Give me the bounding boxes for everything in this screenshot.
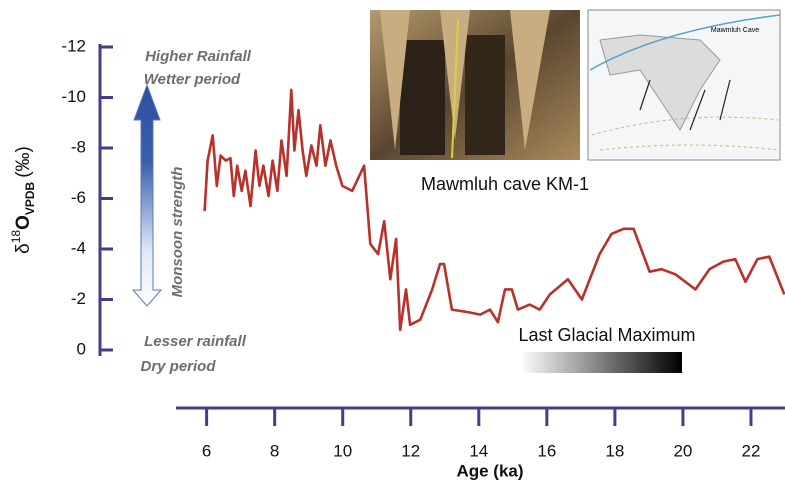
x-tick-label: 18 bbox=[605, 441, 624, 460]
lgm-bar bbox=[520, 352, 682, 373]
y-tick-label: -6 bbox=[71, 188, 86, 207]
map: Mawmluh Cave bbox=[588, 10, 780, 160]
y-label-part: VPDB bbox=[23, 181, 37, 215]
y-label-part: (‰) bbox=[13, 146, 34, 178]
x-axis-label: Age (ka) bbox=[456, 461, 523, 480]
y-label-part: δ bbox=[13, 243, 34, 254]
y-label-part: 18 bbox=[9, 230, 23, 244]
annotation: Higher Rainfall bbox=[145, 48, 252, 65]
x-tick-label: 12 bbox=[401, 441, 420, 460]
y-label-part: O bbox=[13, 215, 34, 230]
annotation: Wetter period bbox=[144, 71, 241, 88]
x-tick-label: 6 bbox=[202, 441, 211, 460]
chart: Mawmluh Cave Mawmluh cave KM-1 Higher Ra… bbox=[0, 0, 785, 488]
x-tick-label: 22 bbox=[742, 441, 761, 460]
x-tick-label: 16 bbox=[537, 441, 556, 460]
x-tick-label: 14 bbox=[469, 441, 488, 460]
y-tick-label: -10 bbox=[61, 87, 86, 106]
site-label: Mawmluh cave KM-1 bbox=[421, 174, 589, 194]
cave-photo bbox=[370, 10, 580, 160]
x-tick-label: 20 bbox=[673, 441, 692, 460]
y-tick-label: 0 bbox=[77, 339, 86, 358]
lgm-label: Last Glacial Maximum bbox=[518, 325, 695, 345]
y-tick-label: -4 bbox=[71, 238, 86, 257]
x-tick-label: 8 bbox=[270, 441, 279, 460]
y-axis-label: δ18OVPDB (‰) bbox=[9, 146, 37, 254]
x-tick-label: 10 bbox=[333, 441, 352, 460]
monsoon-arrow bbox=[133, 85, 161, 306]
y-tick-label: -12 bbox=[61, 36, 86, 55]
map-label: Mawmluh Cave bbox=[711, 27, 759, 34]
annotation: Monsoon strength bbox=[169, 167, 186, 298]
y-tick-label: -8 bbox=[71, 137, 86, 156]
annotation: Dry period bbox=[140, 358, 216, 375]
y-tick-label: -2 bbox=[71, 289, 86, 308]
annotation: Lesser rainfall bbox=[144, 333, 247, 350]
